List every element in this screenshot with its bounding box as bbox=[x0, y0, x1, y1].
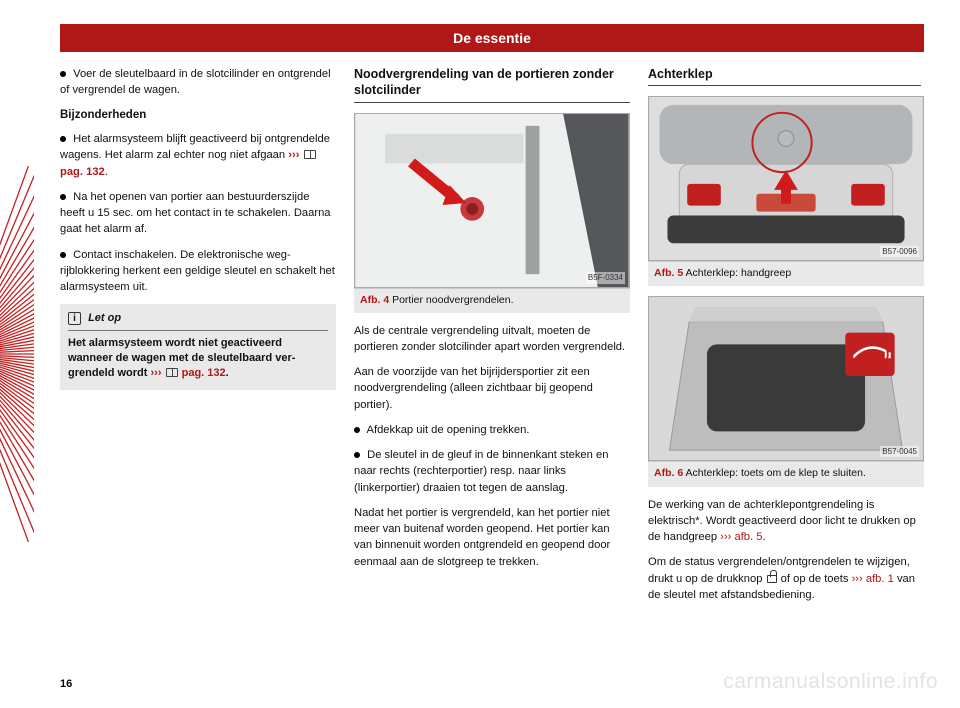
figure-4: B5F-0334 bbox=[354, 113, 630, 288]
c1-b1: Het alarmsysteem blijft geactiveerd bij … bbox=[60, 131, 336, 180]
column-1: Voer de sleutelbaard in de slotcilinder … bbox=[60, 66, 336, 612]
bullet-icon bbox=[60, 71, 66, 77]
c1-b1-post: . bbox=[105, 166, 108, 178]
figure-5-label: Afb. 5 bbox=[654, 267, 683, 279]
figure-4-captext: Portier noodvergrendelen. bbox=[389, 294, 513, 306]
c2-p3: Nadat het portier is vergrendeld, kan he… bbox=[354, 505, 630, 570]
c3-p1-post: . bbox=[762, 531, 765, 543]
figure-6: B57-0045 bbox=[648, 296, 924, 461]
xref-link[interactable]: ››› afb. 1 bbox=[852, 573, 894, 585]
column-3: Achterklep B57-0096 Afb bbox=[648, 66, 924, 612]
c3-p2-mid: of op de toets bbox=[778, 573, 852, 585]
note-body-post: . bbox=[226, 367, 229, 379]
c3-p2: Om de status vergrendelen/ontgrendelen t… bbox=[648, 554, 924, 603]
book-icon bbox=[304, 150, 316, 159]
c2-b1: Afdekkap uit de opening trekken. bbox=[354, 422, 630, 438]
figure-6-captext: Achterklep: toets om de klep te sluiten. bbox=[683, 467, 866, 479]
c3-p1-pre: De werking van de achterklepontgrendelin… bbox=[648, 499, 916, 543]
note-heading: i Let op bbox=[68, 311, 328, 330]
c1-intro: Voer de sleutelbaard in de slotcilinder … bbox=[60, 66, 336, 98]
figure-5: B57-0096 bbox=[648, 96, 924, 261]
c2-title: Noodvergrendeling van de portieren zonde… bbox=[354, 66, 630, 103]
figure-5-ref: B57-0096 bbox=[880, 246, 919, 258]
bullet-icon bbox=[354, 427, 360, 433]
unlock-icon bbox=[767, 575, 777, 583]
bullet-icon bbox=[60, 194, 66, 200]
xref-page[interactable]: pag. 132 bbox=[60, 166, 105, 178]
c3-p1: De werking van de achterklepontgrendelin… bbox=[648, 497, 924, 546]
c1-b2: Na het openen van portier aan bestuur­de… bbox=[60, 189, 336, 238]
watermark: carmanualsonline.info bbox=[723, 670, 938, 694]
bullet-icon bbox=[354, 452, 360, 458]
info-icon: i bbox=[68, 312, 81, 325]
page-container: De essentie Voer de sleutelbaard in de s… bbox=[60, 24, 930, 684]
c2-p2: Aan de voorzijde van het bijrijdersporti… bbox=[354, 364, 630, 413]
c2-b2: De sleutel in de gleuf in de binnenkant … bbox=[354, 447, 630, 496]
bullet-icon bbox=[60, 136, 66, 142]
note-title: Let op bbox=[88, 312, 121, 324]
c2-p1: Als de centrale vergrendeling uitvalt, m… bbox=[354, 323, 630, 355]
page-number: 16 bbox=[60, 678, 72, 690]
header-band: De essentie bbox=[60, 24, 924, 52]
c2-b1-text: Afdekkap uit de opening trekken. bbox=[367, 424, 530, 436]
column-2: Noodvergrendeling van de portieren zonde… bbox=[354, 66, 630, 612]
c1-b3-text: Contact inschakelen. De elektronische we… bbox=[60, 249, 335, 293]
c1-b3: Contact inschakelen. De elektronische we… bbox=[60, 247, 336, 296]
figure-5-caption: Afb. 5 Achterklep: handgreep bbox=[648, 261, 924, 286]
bullet-icon bbox=[60, 252, 66, 258]
c2-b2-text: De sleutel in de gleuf in de binnenkant … bbox=[354, 449, 608, 493]
xref-link[interactable]: ››› afb. 5 bbox=[720, 531, 762, 543]
c1-subheading: Bijzonderheden bbox=[60, 107, 336, 124]
note-box: i Let op Het alarmsysteem wordt niet gea… bbox=[60, 304, 336, 390]
c1-intro-text: Voer de sleutelbaard in de slotcilinder … bbox=[60, 68, 331, 96]
book-icon bbox=[166, 368, 178, 377]
c1-b2-text: Na het openen van portier aan bestuur­de… bbox=[60, 191, 331, 235]
xref-link[interactable]: ››› bbox=[288, 149, 302, 161]
xref-page[interactable]: pag. 132 bbox=[179, 367, 226, 379]
figure-4-label: Afb. 4 bbox=[360, 294, 389, 306]
note-body: Het alarmsysteem wordt niet geactiveerd … bbox=[68, 336, 328, 382]
figure-4-caption: Afb. 4 Portier noodvergrendelen. bbox=[354, 288, 630, 313]
left-stripe-ornament bbox=[0, 0, 34, 708]
figure-6-ref: B57-0045 bbox=[880, 446, 919, 458]
figure-6-label: Afb. 6 bbox=[654, 467, 683, 479]
figure-6-caption: Afb. 6 Achterklep: toets om de klep te s… bbox=[648, 461, 924, 486]
xref-link[interactable]: ››› bbox=[151, 367, 165, 379]
c3-title: Achterklep bbox=[648, 66, 921, 86]
figure-5-captext: Achterklep: handgreep bbox=[683, 267, 791, 279]
columns: Voer de sleutelbaard in de slotcilinder … bbox=[60, 66, 924, 612]
figure-4-ref: B5F-0334 bbox=[586, 272, 625, 284]
